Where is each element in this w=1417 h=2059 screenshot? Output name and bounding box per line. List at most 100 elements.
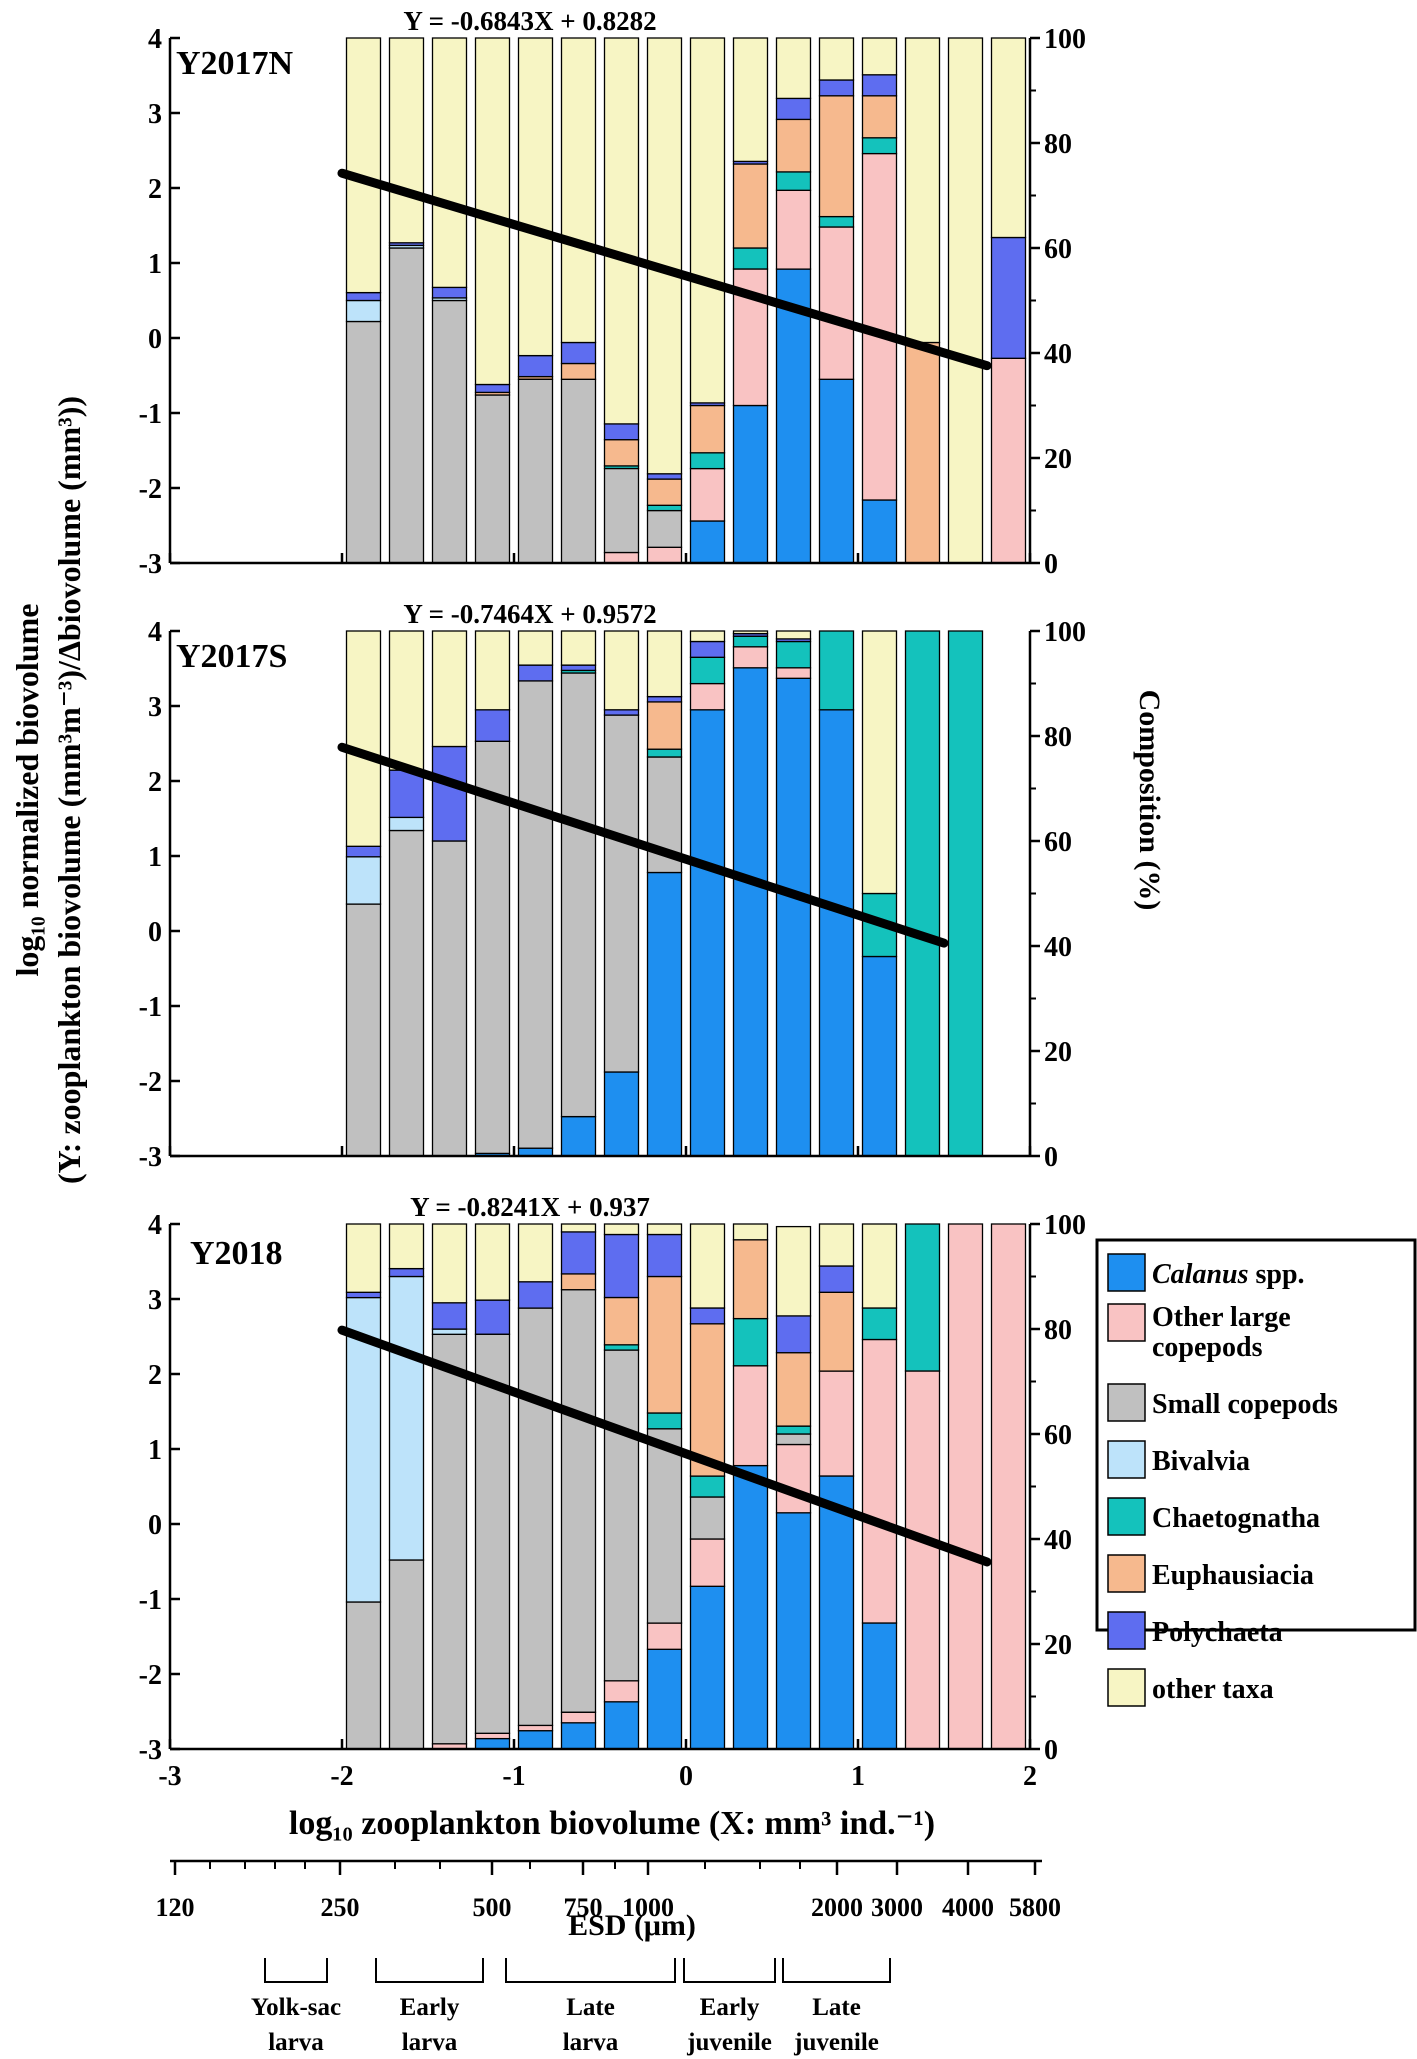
bar-segment-polychaeta — [345, 291, 382, 302]
bar-segment-calanus-spp — [732, 1464, 769, 1750]
bar-segment-polychaeta — [474, 1299, 511, 1335]
stage-bracket — [375, 1958, 484, 1983]
y-tick-label: -1 — [139, 1585, 162, 1616]
bar-segment-small-copepods — [603, 1349, 640, 1682]
y-tick-label: 3 — [148, 1285, 162, 1316]
esd-tick-label: 2000 — [811, 1893, 863, 1922]
bar-segment-polychaeta — [517, 664, 554, 682]
bar-segment-bivalvia — [431, 1328, 468, 1335]
bar-segment-small-copepods — [431, 840, 468, 1157]
legend-swatch — [1107, 1668, 1146, 1707]
bar-segment-euphausiacia — [818, 1291, 855, 1372]
right-axis-label: Composition (%) — [1133, 690, 1166, 911]
bar-segment-other-large-copepods — [775, 1443, 812, 1514]
bar-segment-polychaeta — [646, 1233, 683, 1278]
bar-segment-other-taxa — [775, 1225, 812, 1317]
bar-segment-calanus-spp — [732, 404, 769, 564]
bar-segment-chaetognatha — [603, 1344, 640, 1351]
bar-segment-other-large-copepods — [603, 1680, 640, 1703]
bar-segment-other-large-copepods — [775, 189, 812, 270]
bar-segment-other-taxa — [388, 1223, 425, 1270]
y2-tick-label: 20 — [1044, 1630, 1072, 1661]
panel-label: Y2018 — [190, 1235, 283, 1272]
stage-bracket — [683, 1958, 776, 1983]
bar-segment-small-copepods — [345, 320, 382, 564]
bar-segment-other-taxa — [474, 1223, 511, 1301]
panel-label: Y2017S — [176, 638, 287, 675]
legend-label-rest: spp. — [1249, 1259, 1305, 1290]
bar-segment-euphausiacia — [732, 163, 769, 249]
y2-tick-label: 0 — [1044, 1735, 1058, 1766]
bar-segment-other-large-copepods — [732, 646, 769, 669]
bar-segment-euphausiacia — [689, 1323, 726, 1477]
bar-segment-euphausiacia — [603, 438, 640, 467]
bar-segment-other-large-copepods — [818, 226, 855, 380]
y-axis-label-line1: log₁₀ normalized biovolume — [9, 604, 45, 977]
stage-bracket — [782, 1958, 891, 1983]
stage-label: Early — [700, 1994, 760, 2021]
bar-segment-other-large-copepods — [818, 1370, 855, 1477]
x-tick-label: 2 — [1023, 1761, 1037, 1792]
bar-segment-chaetognatha — [732, 635, 769, 648]
bar-segment-bivalvia — [388, 1275, 425, 1561]
bar-segment-small-copepods — [603, 714, 640, 1073]
esd-label: ESD (μm) — [568, 1909, 696, 1942]
y-tick-label: -1 — [139, 399, 162, 430]
y-axis-label-line2: (Y: zooplankton biovolume (mm³m⁻³)/Δbiov… — [51, 396, 87, 1184]
bar-segment-other-taxa — [603, 1223, 640, 1236]
y2-tick-label: 80 — [1044, 722, 1072, 753]
bar-segment-polychaeta — [431, 286, 468, 299]
legend-label: Other large — [1152, 1302, 1291, 1333]
bar-segment-other-taxa — [861, 630, 898, 895]
bar-segment-calanus-spp — [560, 1115, 597, 1157]
y2-tick-label: 100 — [1044, 617, 1086, 648]
bar-segment-other-taxa — [689, 37, 726, 404]
esd-tick-label: 4000 — [942, 1893, 994, 1922]
y-tick-label: -2 — [139, 474, 162, 505]
bar-segment-polychaeta — [689, 1307, 726, 1325]
bar-segment-other-taxa — [603, 37, 640, 425]
regression-equation: Y = -0.6843X + 0.8282 — [403, 6, 656, 36]
stage-label: Late — [812, 1994, 861, 2021]
bar-segment-polychaeta — [818, 1265, 855, 1293]
y-tick-label: 0 — [148, 324, 162, 355]
stage-label: juvenile — [793, 2029, 879, 2056]
bar-segment-other-large-copepods — [646, 546, 683, 564]
bar-segment-other-taxa — [904, 37, 941, 344]
bar-segment-other-large-copepods — [947, 1223, 984, 1750]
legend-swatch — [1107, 1383, 1146, 1422]
bar-segment-bivalvia — [345, 299, 382, 323]
bar-segment-calanus-spp — [603, 1701, 640, 1750]
bar-segment-other-large-copepods — [560, 1711, 597, 1724]
bar-segment-small-copepods — [689, 1496, 726, 1540]
y-tick-label: 1 — [148, 249, 162, 280]
y-tick-label: 4 — [148, 617, 162, 648]
bar-segment-small-copepods — [345, 903, 382, 1157]
bar-segment-calanus-spp — [603, 1071, 640, 1157]
bar-segment-calanus-spp — [517, 1729, 554, 1750]
y-tick-label: -2 — [139, 1067, 162, 1098]
bar-segment-other-taxa — [431, 37, 468, 289]
y-tick-label: -2 — [139, 1660, 162, 1691]
bar-segment-calanus-spp — [861, 955, 898, 1157]
bar-segment-chaetognatha — [861, 137, 898, 155]
bar-segment-other-taxa — [861, 37, 898, 76]
bar-segment-polychaeta — [474, 383, 511, 394]
bar-segment-other-taxa — [990, 37, 1027, 239]
y-tick-label: 2 — [148, 767, 162, 798]
bar-segment-other-large-copepods — [732, 1365, 769, 1467]
bar-segment-polychaeta — [560, 664, 597, 672]
bar-segment-chaetognatha — [861, 1307, 898, 1341]
bar-segment-chaetognatha — [689, 656, 726, 685]
y2-tick-label: 0 — [1044, 549, 1058, 580]
stage-label: larva — [268, 2029, 324, 2056]
bar-segment-polychaeta — [775, 97, 812, 121]
esd-tick-label: 5800 — [1009, 1893, 1061, 1922]
bar-segment-chaetognatha — [818, 630, 855, 711]
bar-segment-bivalvia — [345, 1296, 382, 1603]
bar-segment-other-taxa — [646, 630, 683, 698]
bar-segment-other-taxa — [646, 37, 683, 475]
bar-segment-small-copepods — [517, 378, 554, 564]
bar-segment-other-taxa — [732, 630, 769, 635]
